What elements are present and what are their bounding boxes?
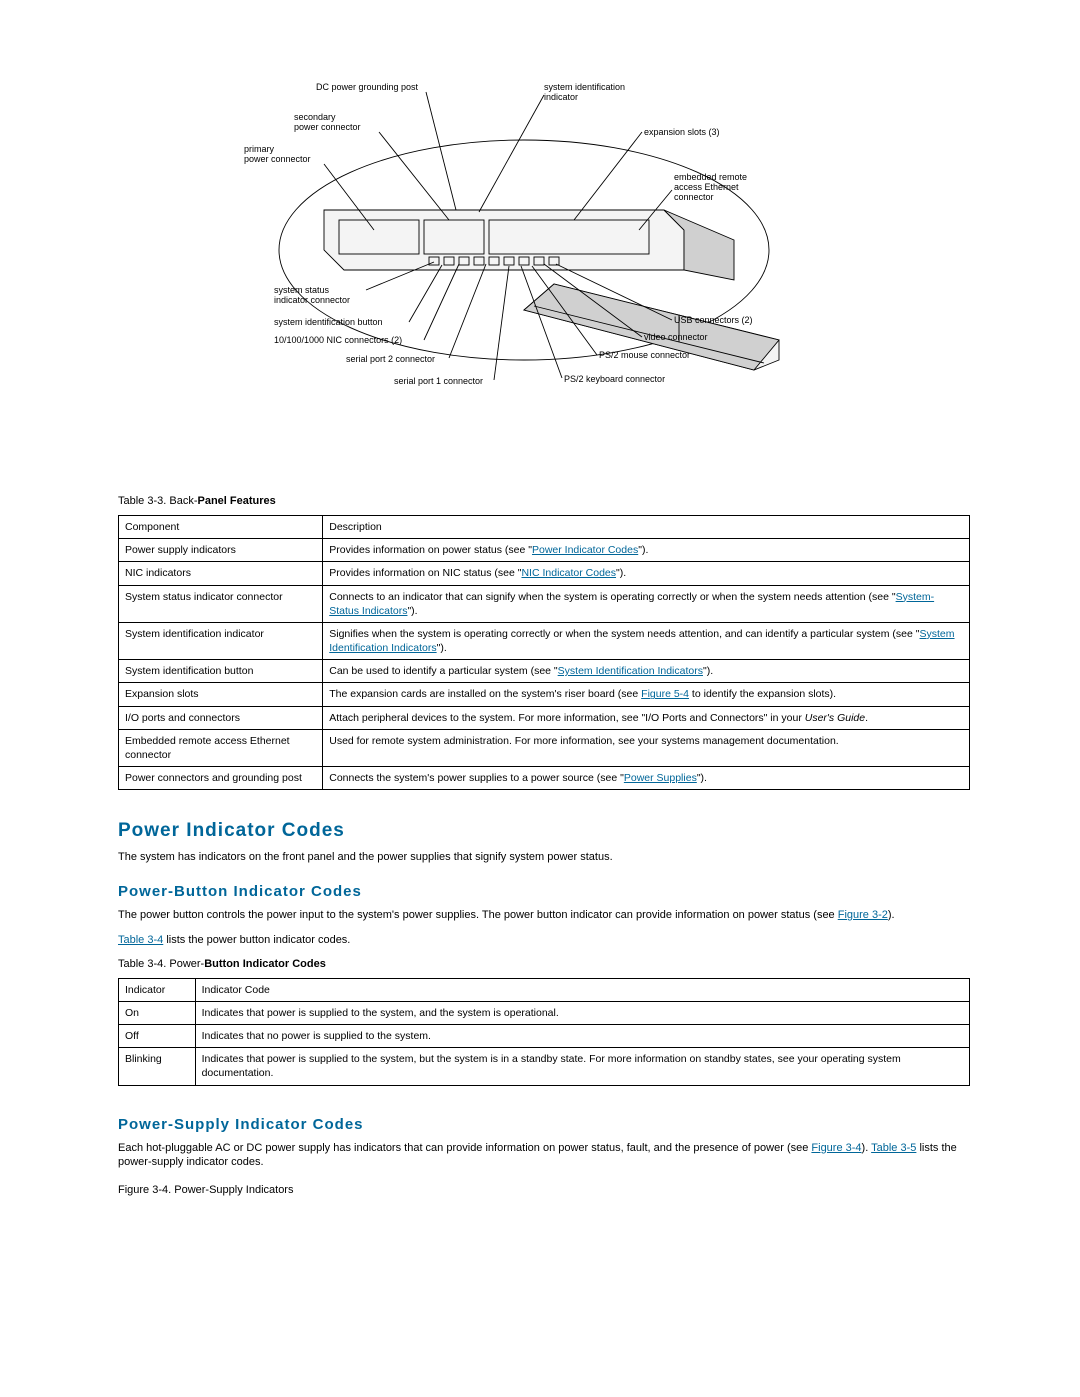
heading-power-supply-indicator-codes: Power-Supply Indicator Codes xyxy=(118,1116,970,1133)
table-row: Embedded remote access Ethernet connecto… xyxy=(119,729,970,766)
diagram-label: embedded remote xyxy=(674,172,747,182)
th-indicator: Indicator xyxy=(119,978,196,1001)
link-nic-indicator-codes[interactable]: NIC Indicator Codes xyxy=(521,567,616,579)
diagram-label: system status xyxy=(274,285,330,295)
th-indicator-code: Indicator Code xyxy=(195,978,969,1001)
back-panel-diagram-svg: DC power grounding post secondary power … xyxy=(224,80,864,440)
diagram-label: indicator connector xyxy=(274,295,350,305)
diagram-label: power connector xyxy=(294,122,361,132)
diagram-label: power connector xyxy=(244,154,311,164)
paragraph-table-3-4-ref: Table 3-4 lists the power button indicat… xyxy=(118,933,970,948)
paragraph-power-indicator: The system has indicators on the front p… xyxy=(118,850,970,865)
table-header-row: Component Description xyxy=(119,516,970,539)
table-row: Power supply indicators Provides informa… xyxy=(119,539,970,562)
diagram-label: primary xyxy=(244,144,275,154)
diagram-label: PS/2 keyboard connector xyxy=(564,374,665,384)
page-root: DC power grounding post secondary power … xyxy=(0,0,1080,1397)
table-row: On Indicates that power is supplied to t… xyxy=(119,1001,970,1024)
link-table-3-5[interactable]: Table 3-5 xyxy=(871,1142,916,1154)
table-row: System status indicator connector Connec… xyxy=(119,585,970,622)
diagram-label: DC power grounding post xyxy=(316,82,419,92)
link-power-supplies[interactable]: Power Supplies xyxy=(624,772,697,784)
diagram-label: expansion slots (3) xyxy=(644,127,720,137)
paragraph-power-supply: Each hot-pluggable AC or DC power supply… xyxy=(118,1141,970,1171)
table-3-3-caption: Table 3-3. Back-Panel Features xyxy=(118,495,970,507)
back-panel-diagram: DC power grounding post secondary power … xyxy=(224,80,864,445)
diagram-label: system identification xyxy=(544,82,625,92)
table-3-4-caption: Table 3-4. Power-Button Indicator Codes xyxy=(118,958,970,970)
diagram-label: PS/2 mouse connector xyxy=(599,350,690,360)
table-row: Power connectors and grounding post Conn… xyxy=(119,767,970,790)
table-row: I/O ports and connectors Attach peripher… xyxy=(119,706,970,729)
table-3-4-power-button-indicator-codes: Indicator Indicator Code On Indicates th… xyxy=(118,978,970,1086)
figure-3-4-caption: Figure 3-4. Power-Supply Indicators xyxy=(118,1184,970,1196)
paragraph-power-button: The power button controls the power inpu… xyxy=(118,908,970,923)
table-header-row: Indicator Indicator Code xyxy=(119,978,970,1001)
table-row: NIC indicators Provides information on N… xyxy=(119,562,970,585)
diagram-label: system identification button xyxy=(274,317,383,327)
diagram-label: secondary xyxy=(294,112,336,122)
diagram-label: serial port 2 connector xyxy=(346,354,435,364)
diagram-label: connector xyxy=(674,192,714,202)
diagram-label: USB connectors (2) xyxy=(674,315,753,325)
th-description: Description xyxy=(323,516,970,539)
table-row: Blinking Indicates that power is supplie… xyxy=(119,1048,970,1085)
link-power-indicator-codes[interactable]: Power Indicator Codes xyxy=(532,544,638,556)
table-3-3-back-panel-features: Component Description Power supply indic… xyxy=(118,515,970,790)
diagram-label: video connector xyxy=(644,332,708,342)
link-figure-5-4[interactable]: Figure 5-4 xyxy=(641,688,689,700)
diagram-label: access Ethernet xyxy=(674,182,739,192)
table-row: System identification button Can be used… xyxy=(119,660,970,683)
th-component: Component xyxy=(119,516,323,539)
heading-power-indicator-codes: Power Indicator Codes xyxy=(118,820,970,842)
link-table-3-4[interactable]: Table 3-4 xyxy=(118,934,163,946)
heading-power-button-indicator-codes: Power-Button Indicator Codes xyxy=(118,883,970,900)
link-figure-3-4[interactable]: Figure 3-4 xyxy=(811,1142,861,1154)
diagram-label: 10/100/1000 NIC connectors (2) xyxy=(274,335,402,345)
link-figure-3-2[interactable]: Figure 3-2 xyxy=(838,909,888,921)
link-system-identification-indicators-2[interactable]: System Identification Indicators xyxy=(558,665,703,677)
diagram-label: indicator xyxy=(544,92,578,102)
diagram-label: serial port 1 connector xyxy=(394,376,483,386)
table-row: Expansion slots The expansion cards are … xyxy=(119,683,970,706)
table-row: System identification indicator Signifie… xyxy=(119,622,970,659)
table-row: Off Indicates that no power is supplied … xyxy=(119,1025,970,1048)
